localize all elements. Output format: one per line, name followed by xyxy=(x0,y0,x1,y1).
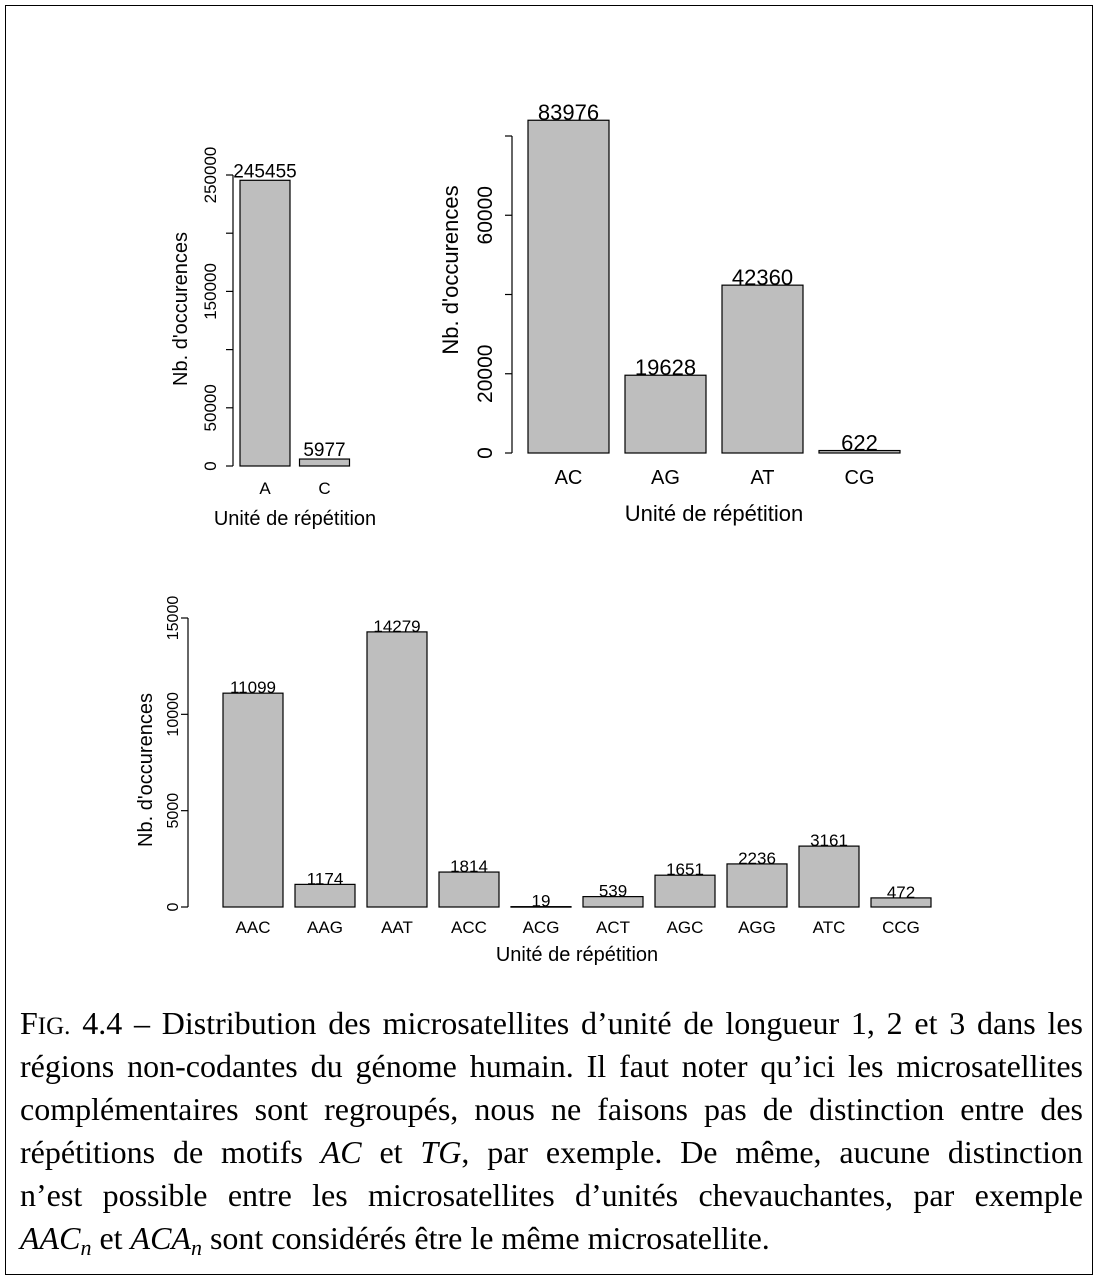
bar-agc xyxy=(654,874,716,908)
bar-act xyxy=(582,896,644,908)
y-tick-label: 0 xyxy=(165,902,182,911)
y-tick-label: 0 xyxy=(474,447,497,459)
y-tick-label: 5000 xyxy=(165,793,182,829)
x-tick-label: AAG xyxy=(307,918,343,937)
bar-value-label: 1174 xyxy=(307,869,344,888)
x-tick-label: AGC xyxy=(667,918,704,937)
bar-aat xyxy=(366,631,428,908)
caption-text: sont considérés être le même microsatell… xyxy=(209,1220,770,1256)
bar-value-label: 2236 xyxy=(738,849,776,868)
x-axis-title: Unité de répétition xyxy=(496,944,658,966)
x-tick-label: AG xyxy=(651,467,680,489)
y-tick-label: 150000 xyxy=(201,263,220,320)
bar-acg xyxy=(510,906,572,908)
bar-at xyxy=(721,284,804,454)
bar-value-label: 14279 xyxy=(373,617,420,636)
figure-label: FIG. xyxy=(20,1005,71,1041)
bar-atc xyxy=(798,845,860,908)
caption-line-5: n’est possible entre les microsatellites… xyxy=(20,1174,1083,1217)
y-tick-label: 20000 xyxy=(474,345,497,403)
bar-ccg xyxy=(870,897,932,908)
bar-value-label: 11099 xyxy=(230,678,276,697)
x-tick-label: ACG xyxy=(523,918,560,937)
x-tick-label: AGG xyxy=(738,918,776,937)
caption-line-2: régions non-codantes du génome humain. I… xyxy=(20,1045,1083,1088)
y-axis-title: Nb. d'occurences xyxy=(135,693,157,847)
bar-aac xyxy=(222,692,284,908)
math-motif: TG xyxy=(420,1134,462,1170)
math-subscript: n xyxy=(190,1235,202,1260)
figure-caption: FIG. 4.4 – Distribution des microsatelli… xyxy=(20,1002,1083,1260)
bar-value-label: 19 xyxy=(532,892,551,911)
y-axis-title: Nb. d'occurences xyxy=(438,185,463,354)
bar-value-label: 245455 xyxy=(233,161,296,182)
caption-text: complémentaires sont regroupés, nous ne … xyxy=(20,1091,1083,1127)
x-tick-label: CCG xyxy=(882,918,920,937)
math-motif: AC xyxy=(320,1134,362,1170)
caption-text: , par exemple. De même, aucune distincti… xyxy=(461,1134,1084,1170)
bar-value-label: 5977 xyxy=(303,440,345,461)
x-tick-label: AC xyxy=(555,467,583,489)
caption-line-3: complémentaires sont regroupés, nous ne … xyxy=(20,1088,1083,1131)
y-axis-title: Nb. d'occurences xyxy=(170,232,192,386)
x-tick-label: AAT xyxy=(381,918,413,937)
bar-value-label: 539 xyxy=(599,882,627,901)
bar-value-label: 42360 xyxy=(732,265,793,290)
caption-text: et xyxy=(99,1220,123,1256)
y-tick-label: 10000 xyxy=(165,692,182,737)
bar-value-label: 1814 xyxy=(450,857,488,876)
x-axis-title: Unité de répétition xyxy=(214,508,376,530)
x-tick-label: AAC xyxy=(236,918,271,937)
x-tick-label: ATC xyxy=(813,918,846,937)
x-tick-label: CG xyxy=(845,467,875,489)
math-motif: ACA xyxy=(130,1220,191,1256)
chart-unit-length-2: 0 20000 60000 83976 AC 19628 AG 42360 AT 622 CG Uni… xyxy=(438,100,901,526)
bar-value-label: 472 xyxy=(887,883,915,902)
bar-value-label: 1651 xyxy=(666,860,704,879)
bar-a xyxy=(239,179,291,467)
caption-line-4: répétitions de motifs AC et TG, par exem… xyxy=(20,1131,1083,1174)
caption-line-6: AACn et ACAn sont considérés être le mêm… xyxy=(20,1217,1083,1260)
bar-aag xyxy=(294,883,356,908)
caption-text: 4.4 – Distribution des microsatellites d… xyxy=(82,1005,1084,1041)
figure-frame xyxy=(5,5,1093,1275)
y-tick-label: 0 xyxy=(201,461,220,470)
caption-line-1: FIG. 4.4 – Distribution des microsatelli… xyxy=(20,1002,1083,1045)
chart-unit-length-1: 0 50000 150000 250000 245455 A 5977 C Unité de r… xyxy=(170,147,376,530)
x-tick-label: ACT xyxy=(596,918,630,937)
chart-unit-length-3: 0 5000 10000 15000 11099 AAC 1174 AAG 14279 AAT 18… xyxy=(135,596,932,966)
x-tick-label: C xyxy=(318,479,330,498)
y-tick-label: 15000 xyxy=(165,596,182,641)
bar-cg xyxy=(818,449,901,454)
bar-ag xyxy=(624,374,707,454)
y-tick-label: 50000 xyxy=(201,384,220,431)
x-tick-label: AT xyxy=(750,467,774,489)
bar-c xyxy=(298,458,351,467)
bar-acc xyxy=(438,871,500,908)
caption-text: régions non-codantes du génome humain. I… xyxy=(20,1048,1083,1084)
y-tick-label: 250000 xyxy=(201,147,220,204)
caption-text: répétitions de motifs xyxy=(20,1134,303,1170)
x-axis-title: Unité de répétition xyxy=(625,501,804,526)
math-motif: AAC xyxy=(20,1220,81,1256)
x-tick-label: ACC xyxy=(451,918,487,937)
y-tick-label: 60000 xyxy=(474,186,497,244)
bar-ac xyxy=(527,119,610,454)
caption-text: et xyxy=(379,1134,403,1170)
x-tick-label: A xyxy=(259,479,271,498)
bar-agg xyxy=(726,863,788,908)
math-subscript: n xyxy=(80,1235,92,1260)
caption-text: n’est possible entre les microsatellites… xyxy=(20,1177,1083,1213)
bar-value-label: 19628 xyxy=(635,355,696,380)
bar-value-label: 622 xyxy=(841,431,878,456)
bar-value-label: 83976 xyxy=(538,100,599,125)
bar-value-label: 3161 xyxy=(810,831,848,850)
